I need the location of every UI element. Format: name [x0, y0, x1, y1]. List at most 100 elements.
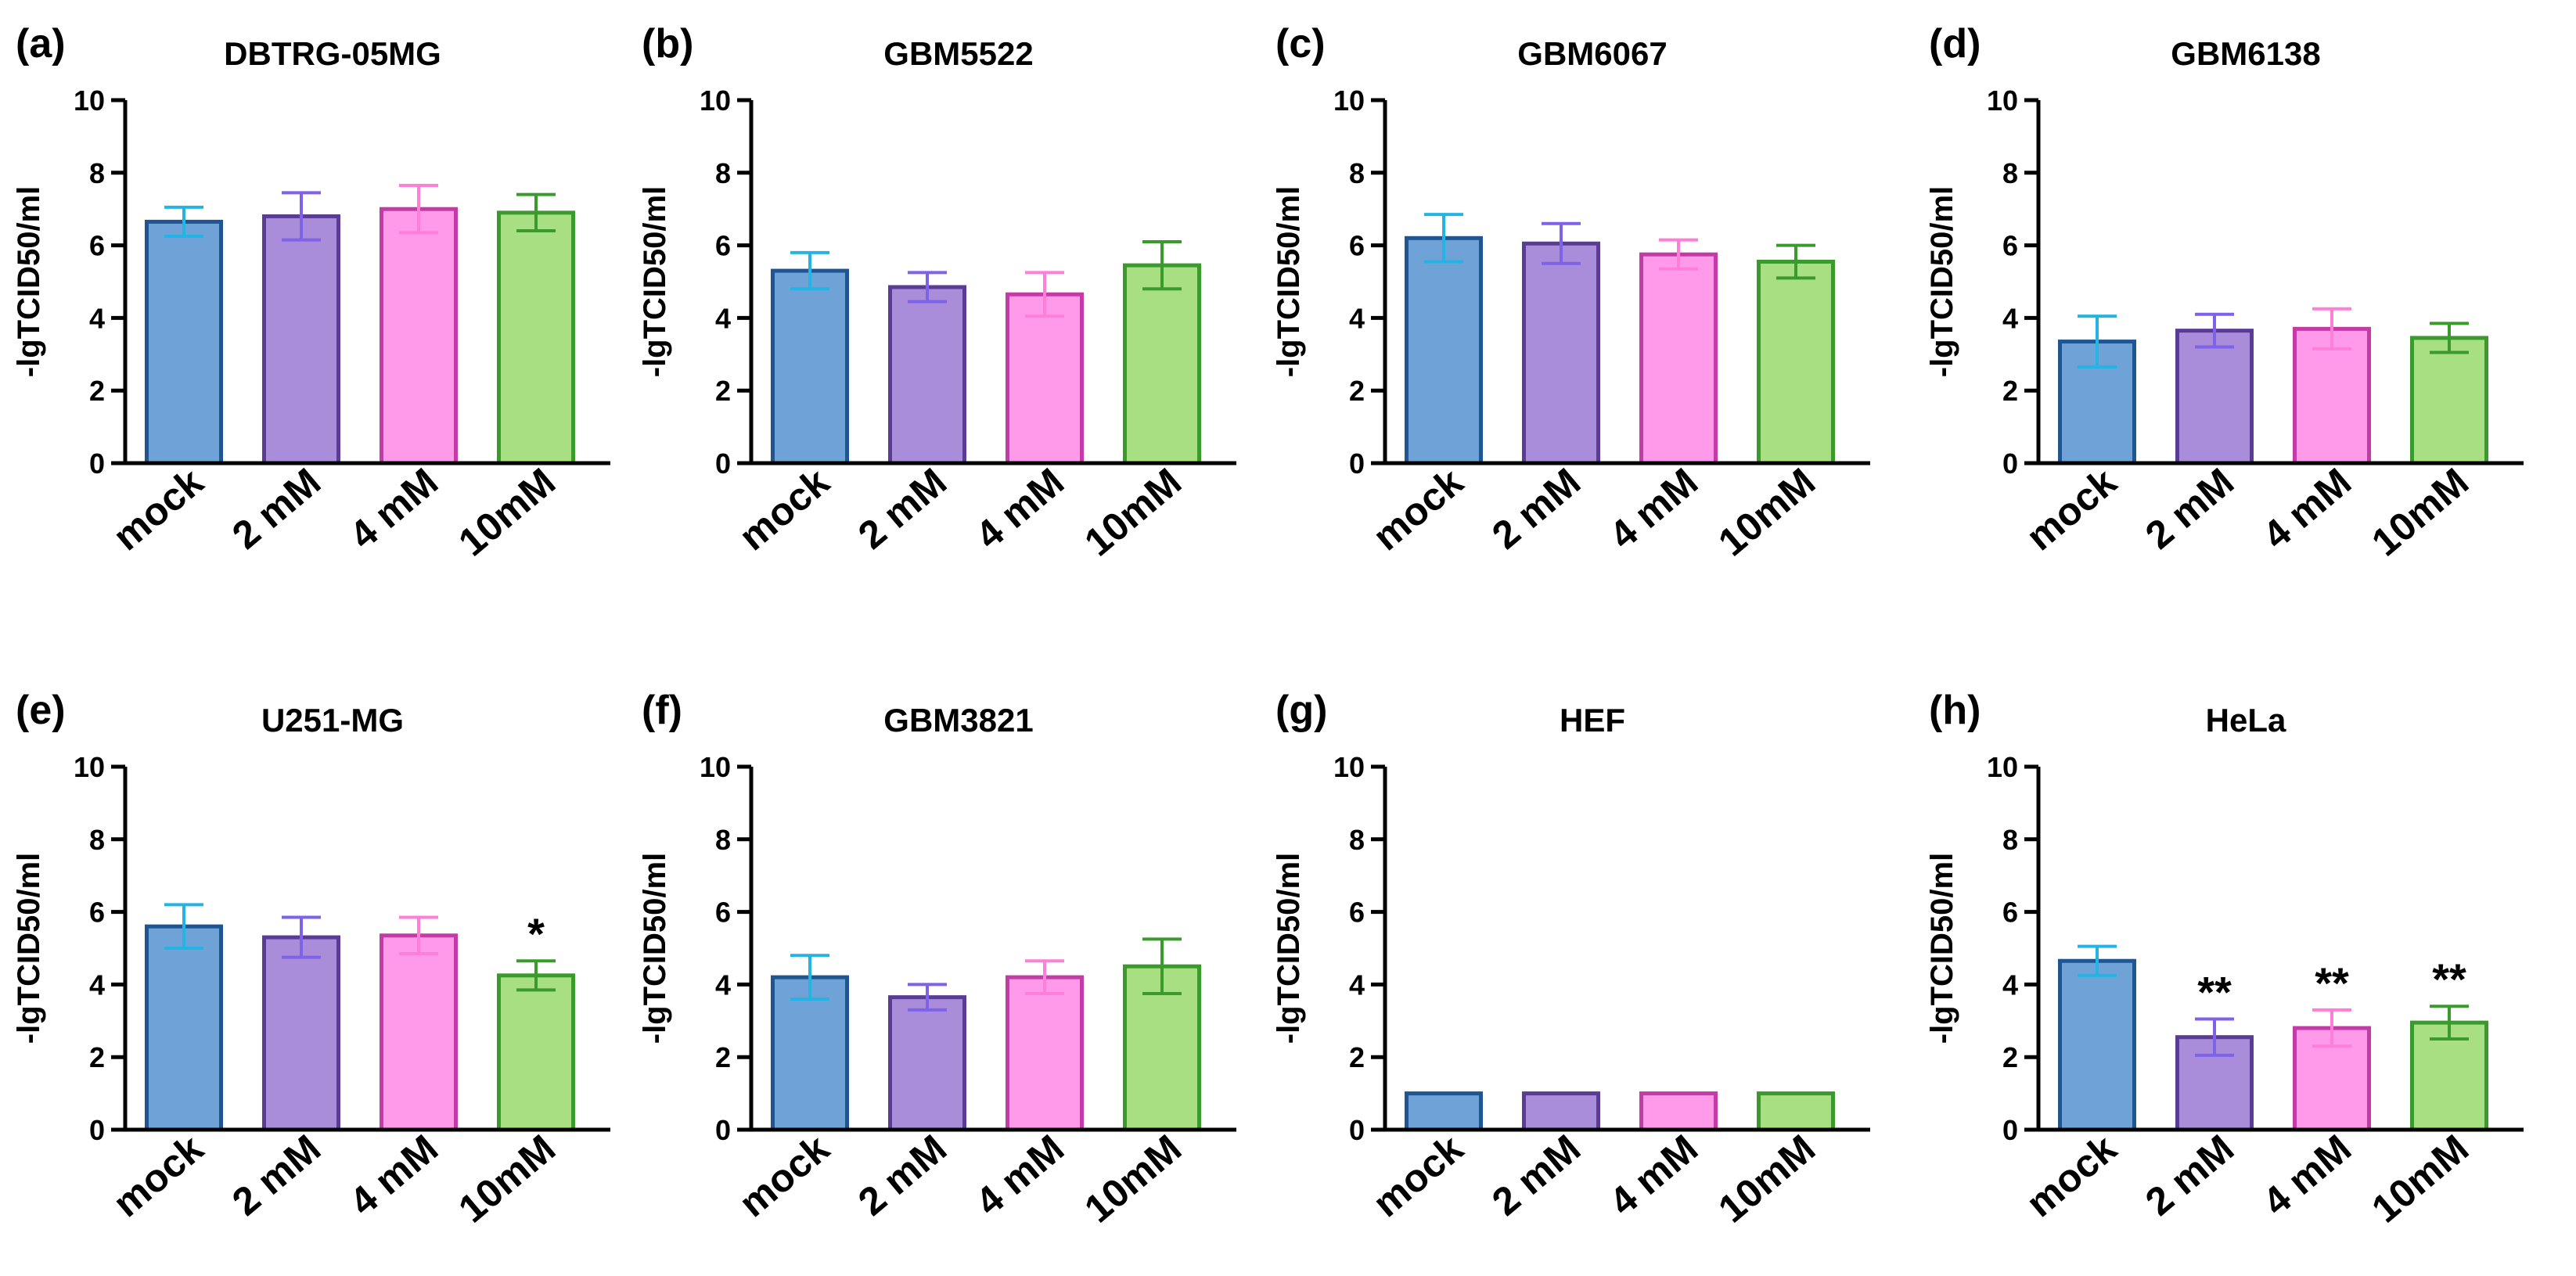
bar-10mm: [497, 210, 575, 465]
y-tick-label: 8: [89, 157, 105, 189]
x-tick-label: 2 mM: [2137, 1127, 2242, 1224]
y-axis-label: -lgTCID50/ml: [12, 853, 46, 1044]
y-tick-label: 4: [715, 969, 731, 1001]
chart-panel-7: (g) HEF -lgTCID50/ml 0 2 4 6 8 10 mock 2 mM 4 mM 10m…: [1272, 688, 1870, 1231]
x-tick-label: 10mM: [450, 1127, 563, 1231]
bar-2mm: [262, 214, 340, 465]
y-axis-label: -lgTCID50/ml: [1272, 853, 1306, 1044]
bar-2mm: [888, 995, 966, 1132]
x-tick-label: 4 mM: [2254, 1127, 2359, 1224]
bar-mock: [145, 924, 223, 1132]
x-tick-label: mock: [105, 1126, 211, 1225]
y-axis-label: -lgTCID50/ml: [638, 186, 672, 377]
y-tick-label: 8: [1349, 824, 1365, 856]
bar-4mm: [380, 207, 458, 465]
bar-10mm: [1757, 259, 1835, 465]
chart-panel-2: (b) GBM5522 -lgTCID50/ml 0 2 4 6 8 10 mock 2 mM 4 m…: [638, 21, 1236, 565]
y-tick-label: 2: [2002, 375, 2018, 407]
chart-panel-3: (c) GBM6067 -lgTCID50/ml 0 2 4 6 8 10 mock 2 mM 4 m…: [1272, 21, 1870, 565]
y-tick-label: 10: [700, 84, 731, 117]
chart-title: DBTRG-05MG: [224, 35, 441, 72]
y-tick-label: 0: [1349, 447, 1365, 480]
x-tick-label: 2 mM: [2137, 460, 2242, 558]
y-tick-label: 0: [2002, 447, 2018, 480]
y-tick-label: 10: [74, 84, 105, 117]
x-tick-label: 10mM: [1076, 460, 1189, 565]
panel-letter: (f): [642, 688, 682, 733]
significance-marker: **: [2197, 967, 2232, 1016]
y-tick-label: 4: [715, 302, 731, 334]
y-tick-label: 4: [2002, 302, 2018, 334]
bar-10mm: [1123, 263, 1201, 465]
bar-2mm: [2175, 329, 2254, 465]
y-axis-label: -lgTCID50/ml: [12, 186, 46, 377]
x-tick-label: 10mM: [450, 460, 563, 565]
x-tick-label: 4 mM: [967, 460, 1072, 558]
x-tick-label: mock: [2018, 1126, 2124, 1225]
x-tick-label: 4 mM: [1601, 1127, 1706, 1224]
bar-mock: [1405, 1091, 1483, 1132]
y-tick-label: 2: [89, 1041, 105, 1073]
bar-mock: [771, 268, 849, 465]
y-tick-label: 0: [89, 447, 105, 480]
x-tick-label: 4 mM: [1601, 460, 1706, 558]
chart-title: GBM3821: [883, 702, 1033, 739]
y-tick-label: 2: [715, 1041, 731, 1073]
chart-title: HeLa: [2206, 702, 2286, 739]
y-tick-label: 4: [1349, 302, 1365, 334]
y-tick-label: 6: [1349, 897, 1365, 929]
bar-mock: [145, 219, 223, 465]
chart-title: GBM5522: [883, 35, 1033, 72]
y-tick-label: 10: [1333, 84, 1365, 117]
bar-10mm: [2410, 336, 2488, 465]
panel-letter: (c): [1275, 21, 1326, 66]
x-tick-label: 10mM: [1710, 460, 1823, 565]
y-tick-label: 0: [89, 1114, 105, 1146]
y-tick-label: 6: [89, 230, 105, 262]
x-tick-label: 4 mM: [341, 1127, 446, 1224]
bar-4mm: [1639, 252, 1718, 465]
y-tick-label: 2: [1349, 375, 1365, 407]
x-tick-label: 2 mM: [850, 460, 955, 558]
y-tick-label: 10: [700, 751, 731, 783]
y-tick-label: 0: [1349, 1114, 1365, 1146]
x-tick-label: 2 mM: [224, 1127, 329, 1224]
x-tick-label: mock: [731, 1126, 837, 1225]
bar-mock: [1405, 235, 1483, 465]
y-tick-label: 0: [2002, 1114, 2018, 1146]
chart-panel-8: (h) HeLa -lgTCID50/ml 0 2 4 6 8 10 mock ** 2 mM ** 4 …: [1925, 688, 2524, 1231]
bar-4mm: [2293, 326, 2371, 465]
bar-10mm: [1757, 1091, 1835, 1132]
y-tick-label: 0: [715, 447, 731, 480]
significance-marker: *: [527, 909, 545, 958]
x-tick-label: 2 mM: [1484, 1127, 1588, 1224]
y-tick-label: 2: [715, 375, 731, 407]
panel-letter: (a): [16, 21, 66, 66]
y-tick-label: 6: [2002, 230, 2018, 262]
y-axis-label: -lgTCID50/ml: [1925, 853, 1959, 1044]
y-tick-label: 2: [2002, 1041, 2018, 1073]
significance-marker: **: [2315, 958, 2349, 1008]
x-tick-label: mock: [731, 459, 837, 559]
y-tick-label: 6: [89, 897, 105, 929]
panel-letter: (b): [642, 21, 693, 66]
x-tick-label: 4 mM: [967, 1127, 1072, 1224]
bar-2mm: [888, 285, 966, 465]
bar-4mm: [1006, 975, 1084, 1132]
y-tick-label: 8: [89, 824, 105, 856]
x-tick-label: mock: [1365, 1126, 1471, 1225]
y-tick-label: 4: [1349, 969, 1365, 1001]
chart-panel-4: (d) GBM6138 -lgTCID50/ml 0 2 4 6 8 10 mock 2 mM 4 m…: [1925, 21, 2524, 565]
x-tick-label: mock: [2018, 459, 2124, 559]
chart-panel-1: (a) DBTRG-05MG -lgTCID50/ml 0 2 4 6 8 10 mock 2 mM…: [12, 21, 610, 565]
x-tick-label: mock: [1365, 459, 1471, 559]
y-tick-label: 8: [2002, 824, 2018, 856]
panel-letter: (d): [1929, 21, 1981, 66]
x-tick-label: 10mM: [2363, 460, 2477, 565]
y-tick-label: 4: [89, 302, 105, 334]
bar-2mm: [1522, 1091, 1600, 1132]
y-tick-label: 8: [715, 824, 731, 856]
panel-letter: (g): [1275, 688, 1327, 733]
y-tick-label: 8: [2002, 157, 2018, 189]
